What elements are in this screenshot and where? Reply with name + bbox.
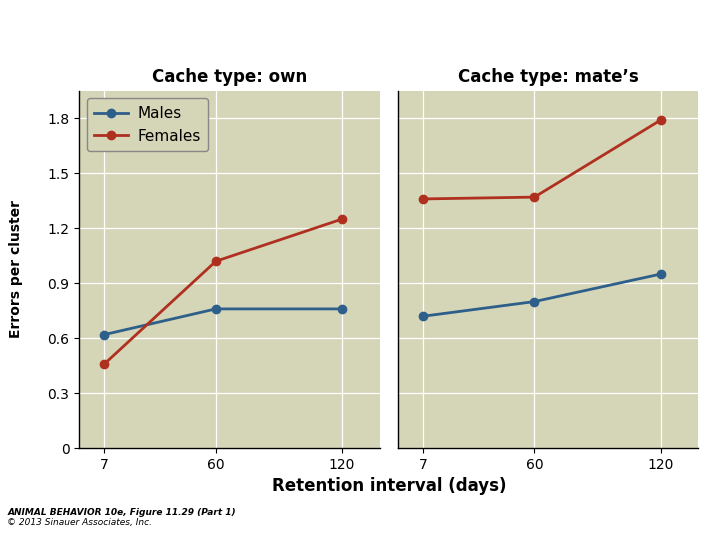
Text: caches they have made, especially after intervals of 2 to 4 months (Part 1): caches they have made, especially after … xyxy=(9,51,509,64)
Title: Cache type: own: Cache type: own xyxy=(152,69,307,86)
Text: Errors per cluster: Errors per cluster xyxy=(9,200,23,339)
Text: Retention interval (days): Retention interval (days) xyxy=(271,477,506,495)
Legend: Males, Females: Males, Females xyxy=(87,98,208,151)
Text: Figure 11.29  Male pinyon jays make fewer errors than females do when retrieving: Figure 11.29 Male pinyon jays make fewer… xyxy=(9,16,639,29)
Text: ANIMAL BEHAVIOR 10e, Figure 11.29 (Part 1): ANIMAL BEHAVIOR 10e, Figure 11.29 (Part … xyxy=(7,508,236,517)
Text: © 2013 Sinauer Associates, Inc.: © 2013 Sinauer Associates, Inc. xyxy=(7,517,152,526)
Title: Cache type: mate’s: Cache type: mate’s xyxy=(458,69,639,86)
